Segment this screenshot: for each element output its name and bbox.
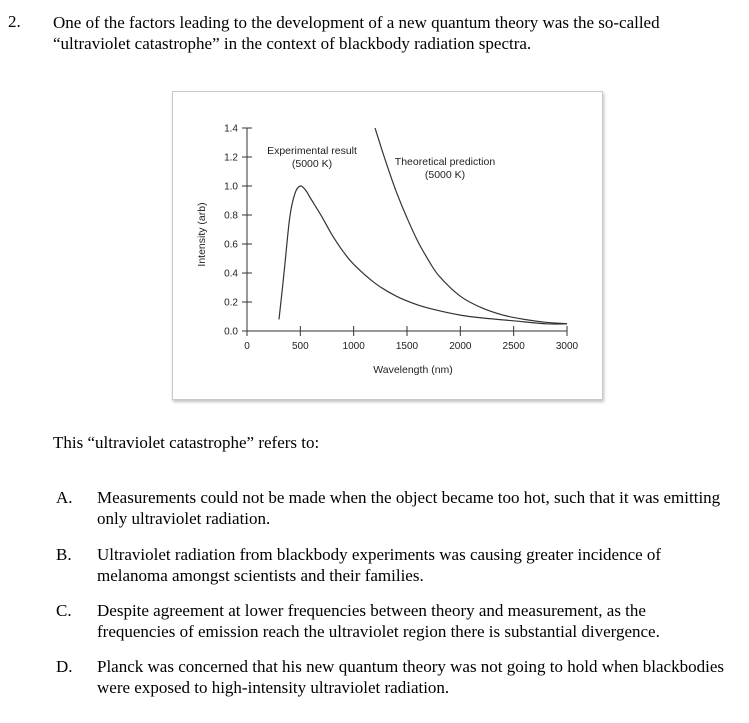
y-tick-label: 0.4: [224, 269, 238, 280]
y-tick-label: 0.2: [224, 298, 238, 309]
y-tick-label: 1.4: [224, 124, 238, 135]
chart-svg: 0.0 0.2 0.4 0.6 0.8 1.0 1.2 1.4 0 500 1000 1500 2000…: [196, 124, 579, 377]
experimental-curve: [278, 185, 568, 325]
y-tick-label: 0.8: [224, 211, 238, 222]
x-tick-label: 0: [244, 341, 250, 352]
question-text: One of the factors leading to the develo…: [53, 13, 660, 53]
y-tick-label: 1.2: [224, 153, 238, 164]
question-number: 2.: [8, 12, 21, 31]
y-tick-label: 1.0: [224, 182, 238, 193]
experimental-annotation: Experimental result(5000 K): [267, 145, 357, 170]
x-tick-label: 1000: [343, 341, 366, 352]
option-text: Ultraviolet radiation from blackbody exp…: [97, 545, 662, 585]
y-axis-title: Intensity (arb): [196, 202, 208, 266]
x-axis-title: Wavelength (nm): [373, 364, 453, 376]
x-tick-label: 3000: [556, 341, 579, 352]
blackbody-chart: 0.0 0.2 0.4 0.6 0.8 1.0 1.2 1.4 0 500 1000 1500 2000…: [172, 91, 603, 400]
annotation-line-1: Theoretical prediction: [395, 156, 496, 168]
theoretical-annotation: Theoretical prediction(5000 K): [395, 156, 496, 181]
y-tick-label: 0.6: [224, 240, 238, 251]
option-letter: B.: [56, 545, 72, 564]
chart-axes: [242, 127, 568, 336]
annotation-line-2: (5000 K): [425, 169, 465, 181]
x-tick-label: 500: [292, 341, 309, 352]
option-letter: A.: [56, 488, 73, 507]
x-tick-label: 2000: [449, 341, 472, 352]
y-tick-label: 0.0: [224, 327, 238, 338]
option-text: Measurements could not be made when the …: [97, 488, 721, 528]
x-tick-label: 1500: [396, 341, 419, 352]
annotation-line-2: (5000 K): [292, 158, 332, 170]
chart-curves: [278, 127, 568, 325]
chart-labels: 0.0 0.2 0.4 0.6 0.8 1.0 1.2 1.4 0 500 1000 1500 2000…: [196, 124, 579, 377]
option-text: Planck was concerned that his new quantu…: [97, 657, 724, 697]
option-letter: C.: [56, 601, 72, 620]
question-prompt: This “ultraviolet catastrophe” refers to…: [53, 433, 320, 452]
annotation-line-1: Experimental result: [267, 145, 357, 157]
x-tick-label: 2500: [503, 341, 526, 352]
theoretical-curve: [374, 127, 568, 325]
option-text: Despite agreement at lower frequencies b…: [97, 601, 660, 641]
option-letter: D.: [56, 657, 73, 676]
